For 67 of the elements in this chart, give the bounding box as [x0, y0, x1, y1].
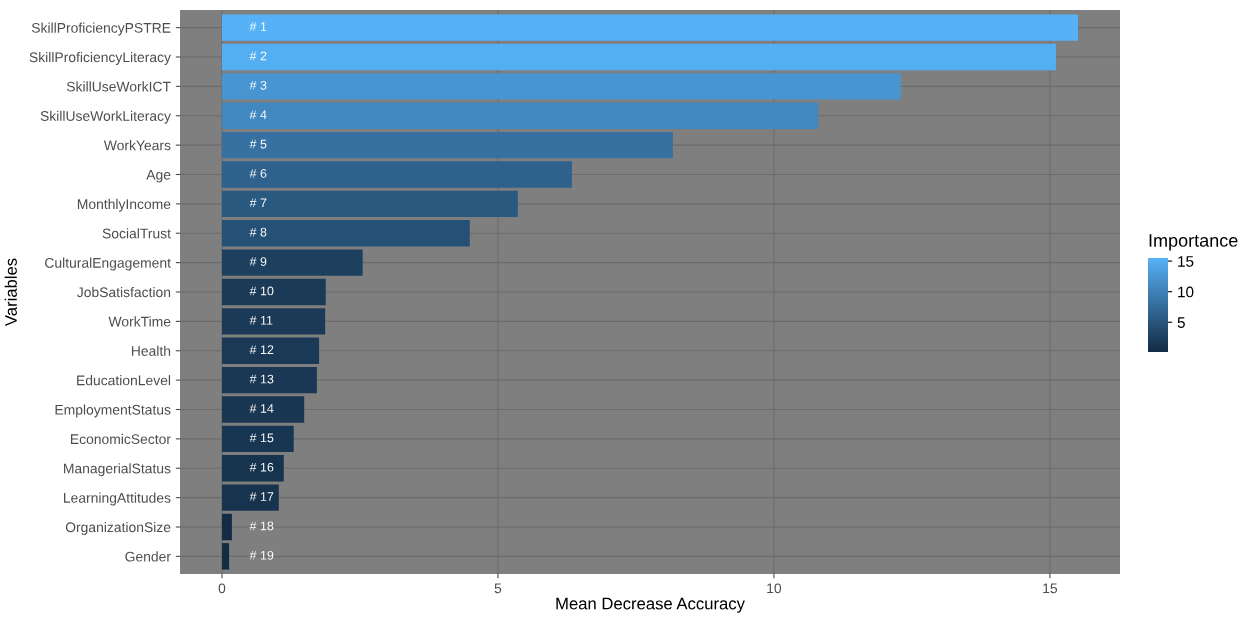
annotation: # 16 [249, 462, 274, 472]
bar [221, 425, 294, 453]
bar [221, 543, 230, 570]
annotation: # 1 [249, 22, 267, 31]
y-tick-label: Age [146, 169, 171, 183]
bar [221, 190, 518, 218]
y-axis-title: Variables [4, 258, 17, 327]
bar [221, 337, 320, 364]
color-bar-label: 10 [1178, 286, 1194, 298]
bar [221, 455, 284, 482]
bar [221, 308, 326, 335]
bar [221, 249, 363, 276]
x-tick-label: 0 [218, 583, 226, 594]
annotation: # 4 [249, 110, 267, 119]
bar [221, 14, 1079, 41]
bar [221, 102, 819, 129]
annotation: # 8 [249, 227, 267, 237]
y-tick-label: OrganizationSize [65, 521, 171, 535]
annotation: # 18 [249, 521, 274, 531]
y-tick-label: SkillUseWorkICT [66, 81, 171, 92]
bar [221, 73, 901, 100]
annotation: # 6 [249, 169, 267, 178]
y-tick-label: SkillProficiencyLiteracy [29, 51, 171, 65]
bar [221, 484, 279, 511]
annotation: # 15 [249, 433, 274, 443]
color-bar-title: Importance [1149, 234, 1238, 251]
annotation: # 3 [249, 80, 267, 90]
annotation: # 17 [249, 492, 274, 501]
bar [221, 366, 317, 394]
y-tick-label: CulturalEngagement [45, 257, 171, 271]
y-tick-label: LearningAttitudes [64, 492, 171, 506]
x-tick-label: 10 [767, 583, 782, 594]
y-tick-label: EconomicSector [70, 433, 171, 445]
x-tick-label: 15 [1043, 583, 1058, 594]
y-tick-label: EducationLevel [77, 375, 171, 386]
annotation: # 2 [249, 51, 267, 61]
bar [221, 278, 326, 306]
bar [221, 220, 470, 247]
annotation: # 5 [249, 139, 267, 149]
bar [221, 131, 673, 159]
annotation: # 9 [249, 257, 267, 266]
y-tick-label: Gender [125, 551, 171, 562]
bar [221, 396, 305, 423]
y-tick-label: MonthlyIncome [77, 198, 171, 212]
color-bar-label: 15 [1178, 256, 1194, 267]
x-tick-label: 5 [494, 583, 502, 594]
y-tick-label: Health [131, 345, 171, 356]
x-axis-title: Mean Decrease Accuracy [556, 597, 745, 613]
bar [221, 161, 572, 188]
bar [221, 513, 232, 541]
y-tick-label: WorkTime [108, 316, 171, 327]
y-tick-label: JobSatisfaction [77, 286, 171, 298]
y-tick-label: SkillUseWorkLiteracy [40, 110, 171, 124]
y-tick-label: WorkYears [103, 140, 171, 151]
y-tick-label: ManagerialStatus [64, 463, 171, 477]
annotation: # 13 [249, 374, 274, 384]
color-bar-label: 5 [1177, 317, 1185, 328]
annotation: # 12 [249, 345, 274, 354]
y-tick-label: SocialTrust [102, 228, 171, 239]
annotation: # 19 [249, 550, 274, 560]
annotation: # 7 [249, 198, 267, 208]
annotation: # 11 [249, 316, 273, 325]
y-tick-label: SkillProficiencyPSTRE [31, 22, 171, 36]
bar [221, 43, 1056, 71]
y-tick-label: EmploymentStatus [55, 404, 171, 418]
annotation: # 10 [249, 286, 274, 296]
annotation: # 14 [249, 404, 274, 413]
